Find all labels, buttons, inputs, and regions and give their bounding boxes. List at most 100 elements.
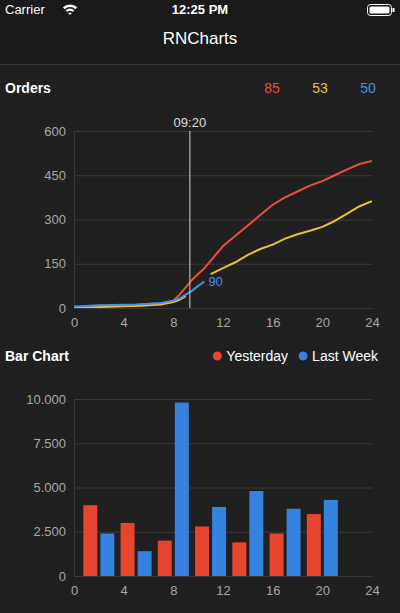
tick-label: 20 (316, 315, 330, 330)
x-axis-line (75, 576, 373, 577)
tick-label: 300 (44, 212, 66, 227)
tick-label: 0 (71, 315, 78, 330)
plot-area (83, 403, 338, 576)
bar (195, 526, 209, 576)
x-axis: 0 4 8 12 16 20 24 (71, 308, 380, 330)
legend-value: 85 (264, 80, 280, 96)
tick-label: 12 (216, 315, 230, 330)
separator (0, 64, 400, 65)
tick-label: 16 (266, 315, 280, 330)
chart-title: Orders (5, 80, 51, 96)
y-axis-tick: 0 (59, 301, 372, 316)
battery-icon (368, 5, 395, 16)
x-axis-tick: 8 (170, 576, 177, 598)
wifi-bar (66, 8, 75, 12)
line-series (74, 201, 372, 307)
tick-label: 4 (121, 583, 128, 598)
y-axis: 0 150 300 450 600 (44, 124, 372, 316)
grid-line (74, 576, 372, 577)
y-axis-tick: 10.000 (26, 392, 372, 407)
x-axis-line (75, 308, 373, 309)
legend-value: 50 (360, 80, 376, 96)
page: Carrier12:25 PMRNChartsOrders01503004506… (0, 0, 400, 613)
tick-label: 7.500 (33, 436, 66, 451)
y-axis-tick: 5.000 (33, 480, 372, 495)
legend-swatch (299, 352, 308, 361)
bar (100, 534, 114, 576)
bar (175, 403, 189, 576)
bar (83, 505, 97, 576)
bar (212, 507, 226, 576)
grid-line (74, 175, 372, 176)
x-axis-tick: 20 (316, 308, 330, 330)
battery-level (370, 7, 390, 14)
x-axis-tick: 4 (121, 576, 128, 598)
x-axis-tick: 12 (216, 308, 230, 330)
tick-label: 24 (365, 315, 379, 330)
y-axis-tick: 300 (44, 212, 372, 227)
legend-value: 53 (312, 80, 328, 96)
header: Carrier 12:25 PM RNCharts (0, 0, 400, 65)
x-axis-tick: 4 (121, 308, 128, 330)
grid-line (74, 308, 372, 309)
bar (138, 551, 152, 576)
x-axis-tick: 0 (71, 308, 78, 330)
bar (324, 500, 338, 576)
time: 12:25 PM (172, 2, 228, 17)
bar (232, 542, 246, 576)
grid-line (74, 488, 372, 489)
tick-label: 4 (121, 315, 128, 330)
plot-area (74, 131, 372, 308)
legend-label: Yesterday (226, 348, 288, 364)
tick-label: 2.500 (33, 524, 66, 539)
bar (249, 491, 263, 576)
bar (307, 514, 321, 576)
tick-label: 150 (44, 256, 66, 271)
chart-title: Bar Chart (5, 348, 69, 364)
tick-label: 5.000 (33, 480, 66, 495)
legend: Last WeekYesterday (213, 348, 379, 364)
bar (121, 523, 135, 576)
marker-line (189, 131, 190, 308)
tick-label: 600 (44, 124, 66, 139)
line-series (74, 161, 372, 307)
wifi-bar (68, 13, 71, 15)
carrier: Carrier (5, 2, 45, 17)
nav-title: RNCharts (163, 29, 238, 48)
x-axis-tick: 8 (170, 308, 177, 330)
battery-nub (393, 8, 395, 12)
tick-label: 450 (44, 168, 66, 183)
grid-line (74, 264, 372, 265)
tick-label: 8 (170, 315, 177, 330)
wifi-bar (63, 4, 77, 9)
x-axis-tick: 20 (316, 576, 330, 598)
value-label: 90 (208, 274, 222, 289)
x-axis-tick: 16 (266, 308, 280, 330)
marker-label: 09:20 (174, 115, 207, 130)
x-axis-tick: 24 (365, 308, 379, 330)
chart: Bar Chart 0 2.500 5.000 7.500 10.000 0 4 8 12 16 20… (5, 348, 380, 598)
wifi-icon (63, 4, 77, 15)
battery-outline (368, 5, 392, 16)
legend-swatch (213, 352, 222, 361)
chart: Orders 0 150 300 450 600 0 4 8 12 16 20 24 09:20 90 85 5… (5, 80, 380, 330)
tick-label: 8 (170, 583, 177, 598)
tick-label: 16 (266, 583, 280, 598)
x-axis-tick: 12 (216, 576, 230, 598)
tick-label: 12 (216, 583, 230, 598)
tick-label: 24 (365, 583, 379, 598)
bar (158, 541, 172, 576)
tick-label: 0 (59, 569, 66, 584)
bar (287, 509, 301, 576)
tick-label: 0 (71, 583, 78, 598)
x-axis-tick: 16 (266, 576, 280, 598)
bar (270, 534, 284, 576)
tick-label: 20 (316, 583, 330, 598)
grid-line (74, 131, 372, 132)
tick-label: 0 (59, 301, 66, 316)
x-axis-tick: 0 (71, 576, 78, 598)
background (0, 0, 400, 613)
line-series (74, 281, 204, 306)
x-axis: 0 4 8 12 16 20 24 (71, 576, 380, 598)
y-axis-tick: 600 (44, 124, 372, 139)
